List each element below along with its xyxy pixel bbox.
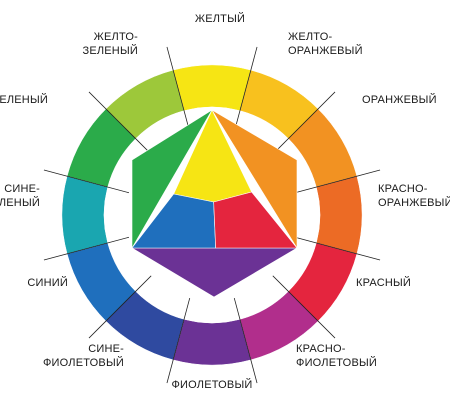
label-line: ФИОЛЕТОВЫЙ — [171, 378, 252, 391]
label-line: ЖЕЛТО- — [94, 31, 138, 43]
label-line: ФИОЛЕТОВЫЙ — [43, 356, 124, 369]
color-labels: ЖЕЛТЫЙЖЕЛТО-ОРАНЖЕВЫЙОРАНЖЕВЫЙКРАСНО-ОРА… — [0, 12, 450, 391]
label-line: ЖЕЛТО- — [288, 31, 332, 43]
leader-line — [88, 91, 152, 155]
leader-line — [166, 46, 191, 133]
label-line: ОРАНЖЕВЫЙ — [362, 93, 437, 106]
secondary-violet — [130, 247, 299, 298]
label-line: КРАСНО- — [378, 183, 428, 195]
secondary-orange — [211, 109, 298, 250]
secondary-green — [131, 109, 213, 250]
label-violet: ФИОЛЕТОВЫЙ — [171, 378, 252, 391]
label-blue-green: СИНЕ-ЗЕЛЕНЫЙ — [0, 183, 40, 209]
label-line: ЗЕЛЕНЫЙ — [82, 44, 138, 57]
label-line: СИНИЙ — [27, 276, 68, 289]
leader-line — [272, 275, 336, 339]
label-line: ОРАНЖЕВЫЙ — [288, 44, 363, 57]
label-yellow: ЖЕЛТЫЙ — [195, 12, 245, 25]
center-triangle-hexagon — [130, 109, 299, 298]
label-orange: ОРАНЖЕВЫЙ — [362, 93, 437, 106]
label-line: ОРАНЖЕВЫЙ — [378, 196, 450, 209]
label-line: КРАСНО- — [296, 343, 346, 355]
leader-line — [166, 297, 191, 384]
label-leader-lines — [43, 46, 381, 384]
wheel-segment-violet — [172, 319, 252, 366]
label-blue-violet: СИНЕ-ФИОЛЕТОВЫЙ — [43, 343, 124, 369]
leader-line — [43, 236, 130, 261]
label-line: ФИОЛЕТОВЫЙ — [296, 356, 377, 369]
label-yellow-orange: ЖЕЛТО-ОРАНЖЕВЫЙ — [288, 31, 363, 57]
wheel-segments — [61, 64, 363, 366]
label-line: СИНЕ- — [4, 183, 40, 195]
label-red: КРАСНЫЙ — [356, 276, 411, 289]
wheel-segment-yellow — [172, 64, 252, 111]
leader-line — [294, 236, 381, 261]
leader-line — [88, 275, 152, 339]
leader-line — [294, 169, 381, 194]
label-green: ЗЕЛЕНЫЙ — [0, 93, 48, 106]
label-line: ЖЕЛТЫЙ — [195, 12, 245, 25]
wheel-segment-blue-green — [61, 175, 108, 255]
label-red-violet: КРАСНО-ФИОЛЕТОВЫЙ — [296, 343, 377, 369]
leader-line — [233, 46, 258, 133]
label-yellow-green: ЖЕЛТО-ЗЕЛЕНЫЙ — [82, 31, 138, 57]
label-red-orange: КРАСНО-ОРАНЖЕВЫЙ — [378, 183, 450, 209]
leader-line — [233, 297, 258, 384]
label-blue: СИНИЙ — [27, 276, 68, 289]
label-line: ЗЕЛЕНЫЙ — [0, 93, 48, 106]
primary-red — [213, 191, 298, 249]
leader-line — [272, 91, 336, 155]
label-line: КРАСНЫЙ — [356, 276, 411, 289]
label-line: ЗЕЛЕНЫЙ — [0, 196, 40, 209]
leader-line — [43, 169, 130, 194]
label-line: СИНЕ- — [88, 343, 124, 355]
wheel-segment-red-orange — [316, 175, 363, 255]
